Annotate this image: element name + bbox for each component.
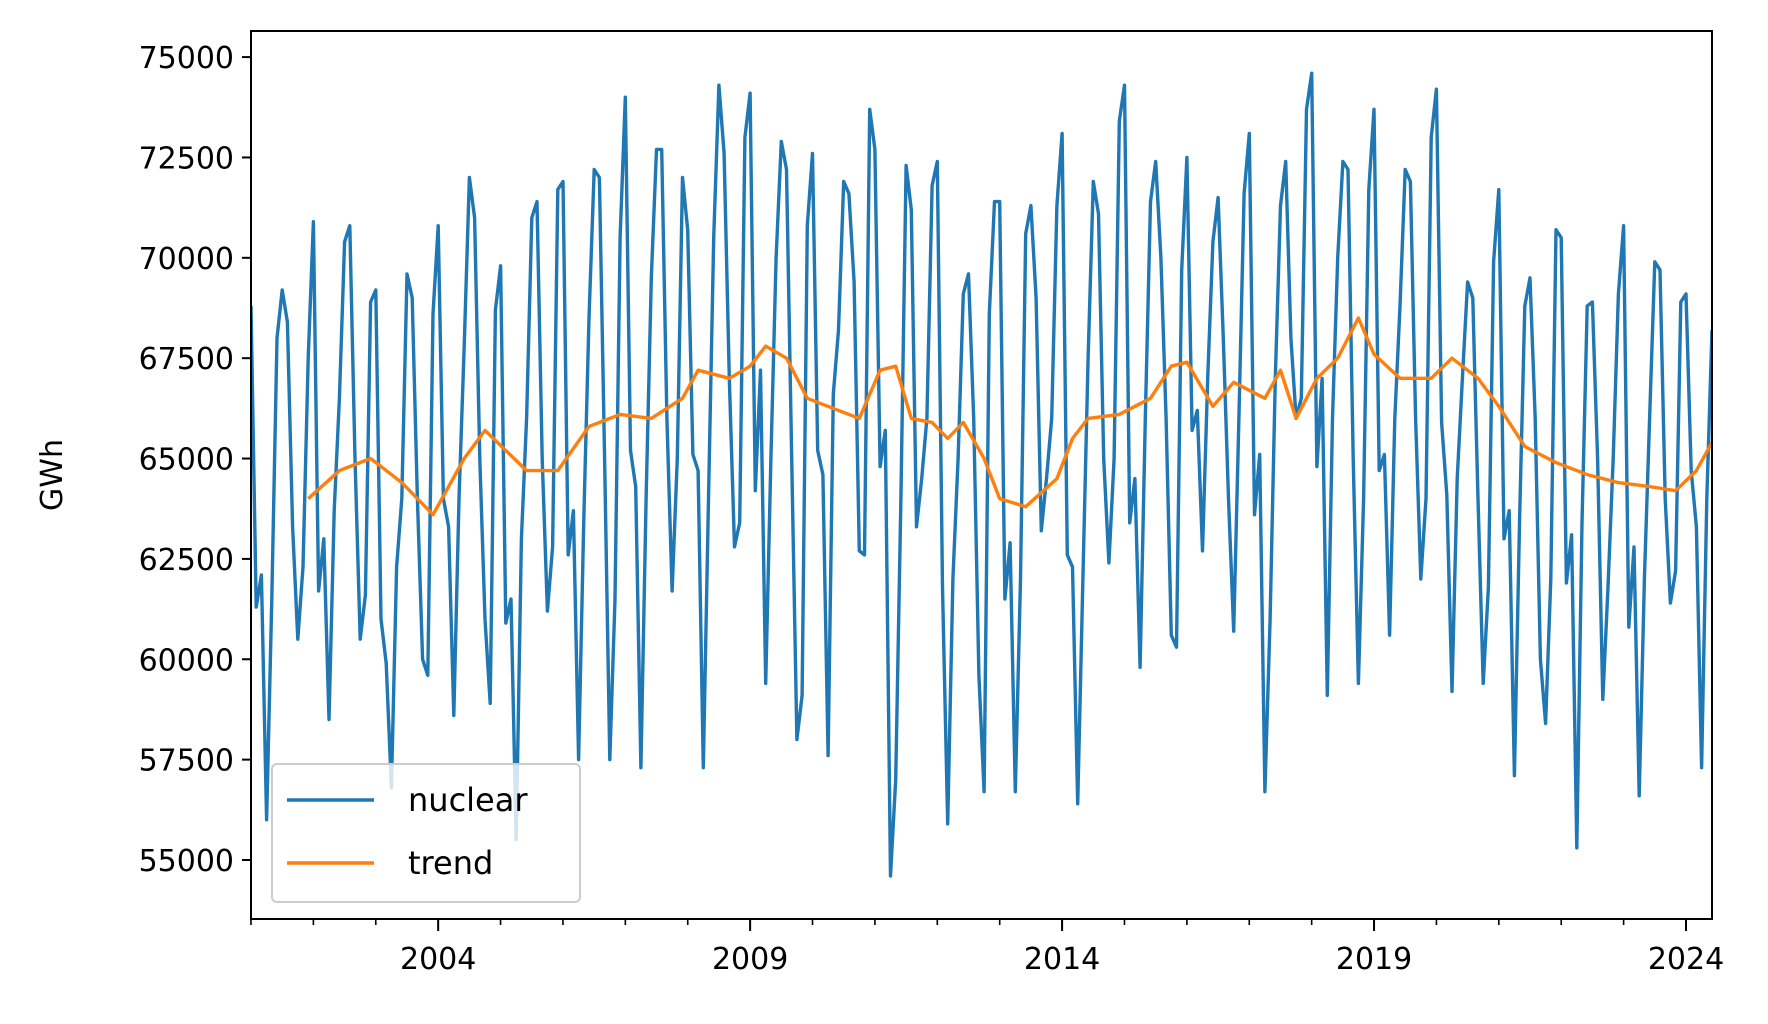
y-tick-label: 75000: [139, 41, 234, 76]
y-tick-label: 62500: [139, 543, 234, 578]
x-tick-label: 2019: [1336, 942, 1412, 977]
x-axis: 2004 2009 2014 2019 2024: [251, 919, 1724, 977]
x-tick-label: 2024: [1648, 942, 1724, 977]
series-nuclear: [251, 73, 1712, 876]
y-tick-label: 72500: [139, 141, 234, 176]
x-tick-label: 2009: [712, 942, 788, 977]
plot-area: [251, 73, 1712, 876]
nuclear-line: [251, 73, 1712, 876]
y-tick-label: 60000: [139, 643, 234, 678]
legend-label-trend: trend: [408, 844, 493, 882]
y-tick-label: 67500: [139, 342, 234, 377]
y-tick-label: 65000: [139, 443, 234, 478]
y-tick-label: 57500: [139, 744, 234, 779]
x-tick-label: 2014: [1024, 942, 1100, 977]
y-axis: 55000 57500 60000 62500 65000 67500 70000 72500…: [139, 41, 251, 879]
y-tick-label: 55000: [139, 844, 234, 879]
y-axis-label: GWh: [35, 439, 70, 511]
x-tick-label: 2004: [400, 942, 476, 977]
legend-label-nuclear: nuclear: [408, 781, 528, 819]
y-tick-label: 70000: [139, 242, 234, 277]
legend: nuclear trend: [272, 764, 580, 902]
